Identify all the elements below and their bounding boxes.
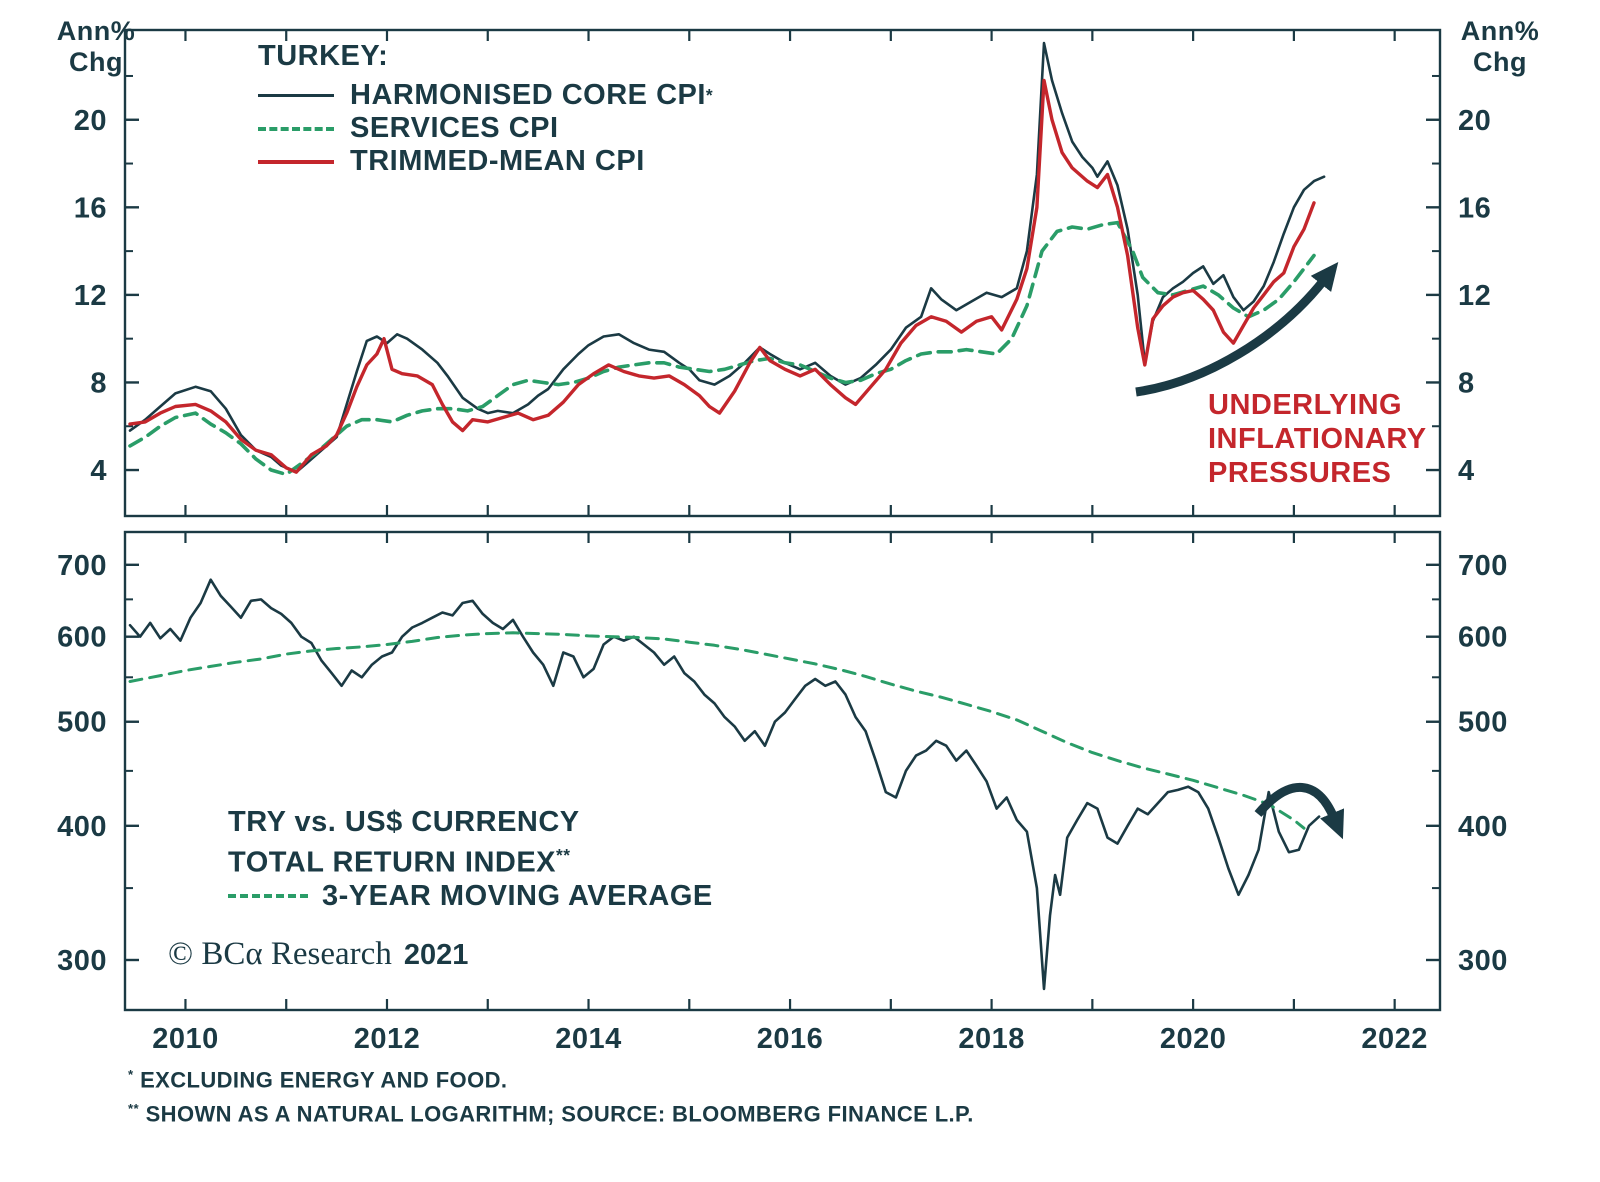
panel-frame-0 [123,28,1442,518]
footnote-2: ** SHOWN AS A NATURAL LOGARITHM; SOURCE:… [128,1094,974,1128]
y-tick-label-left: 600 [57,622,107,654]
y-tick-label-left: 16 [74,192,107,224]
y-tick-label-right: 500 [1458,707,1508,739]
trimmed-mean-cpi-line-icon [258,159,334,164]
copyright: © BCα Research 2021 [168,936,468,973]
copyright-text: © BCα Research [168,936,392,972]
footnote-1-text: EXCLUDING ENERGY AND FOOD. [140,1067,508,1093]
annotation-line3: PRESSURES [1208,457,1392,489]
try-index-label: TRY vs. US$ CURRENCY TOTAL RETURN INDEX*… [228,806,713,913]
y-tick-label-left: 500 [57,707,107,739]
try-label-line2: TOTAL RETURN INDEX** [228,845,571,879]
y-tick-label-right: 300 [1458,945,1508,977]
y-tick-label-right: 20 [1458,105,1491,137]
upward-trend-arrow [1135,261,1339,397]
downward-trend-arrow [1254,782,1345,840]
x-tick-label: 2018 [958,1023,1025,1055]
axis-unit-line1: Ann% [56,16,136,46]
y-tick-label-right: 4 [1458,455,1475,487]
y-tick-label-right: 400 [1458,811,1508,843]
y-tick-label-left: 8 [90,367,107,399]
legend-item-services-cpi: SERVICES CPI [258,112,713,145]
legend-item-trimmed-label: TRIMMED-MEAN CPI [350,145,645,177]
y-tick-label-left: 300 [57,945,107,977]
x-tick-label: 2010 [152,1023,219,1055]
series-harmonised-core-cpi [128,41,1326,474]
axis-unit-line1: Ann% [1460,16,1540,46]
y-tick-label-left: 12 [74,280,107,312]
y-tick-label-left: 700 [57,550,107,582]
y-tick-label-left: 20 [74,105,107,137]
axis-unit-line2: Chg [1473,47,1527,77]
core-cpi-line-icon [258,94,334,97]
legend-item-core-label: HARMONISED CORE CPI [350,79,706,111]
series-try-usd-total-return-index [128,578,1321,991]
y-tick-label-left: 400 [57,811,107,843]
series-three-year-moving-average [128,631,1306,830]
footnote-1-mark: * [128,1067,134,1082]
x-tick-label: 2014 [555,1023,622,1055]
y-tick-label-right: 16 [1458,192,1491,224]
series-trimmed-mean-cpi [128,78,1316,474]
y-tick-label-right: 600 [1458,622,1508,654]
moving-average-legend-row: 3-YEAR MOVING AVERAGE [228,880,713,913]
services-cpi-line-icon [258,126,334,131]
footnote-1: * EXCLUDING ENERGY AND FOOD. [128,1060,974,1094]
legend-item-core-cpi: HARMONISED CORE CPI * [258,79,713,112]
y-tick-label-right: 700 [1458,550,1508,582]
x-tick-label: 2012 [354,1023,421,1055]
footnote-2-mark: ** [128,1101,140,1117]
footnotes: * EXCLUDING ENERGY AND FOOD. ** SHOWN AS… [128,1060,974,1129]
y-axis-unit-top-right: Ann% Chg [1452,16,1548,78]
x-tick-label: 2022 [1361,1023,1428,1055]
footnote-2-text: SHOWN AS A NATURAL LOGARITHM; SOURCE: BL… [145,1101,974,1127]
copyright-year: 2021 [403,939,469,971]
annotation-line1: UNDERLYING [1208,389,1403,421]
x-tick-label: 2016 [757,1023,824,1055]
inflation-pressures-annotation: UNDERLYING INFLATIONARY PRESSURES [1208,388,1427,490]
legend-title: TURKEY: [258,40,389,72]
legend-item-core-sup: * [705,85,714,105]
y-axis-unit-top-left: Ann% Chg [48,16,144,78]
axis-unit-line2: Chg [69,47,123,77]
y-tick-label-left: 4 [90,455,107,487]
legend: TURKEY: HARMONISED CORE CPI * SERVICES CP… [258,40,713,178]
legend-item-services-label: SERVICES CPI [350,112,559,144]
y-tick-label-right: 8 [1458,367,1475,399]
series-services-cpi [128,220,1316,477]
moving-average-label: 3-YEAR MOVING AVERAGE [322,879,713,912]
moving-average-line-icon [228,894,308,899]
legend-item-trimmed-mean-cpi: TRIMMED-MEAN CPI [258,145,713,178]
try-label-line2-sup: ** [556,845,571,865]
y-tick-label-right: 12 [1458,280,1491,312]
x-tick-label: 2020 [1160,1023,1227,1055]
try-label-line1: TRY vs. US$ CURRENCY [228,806,580,838]
annotation-line2: INFLATIONARY [1208,423,1427,455]
